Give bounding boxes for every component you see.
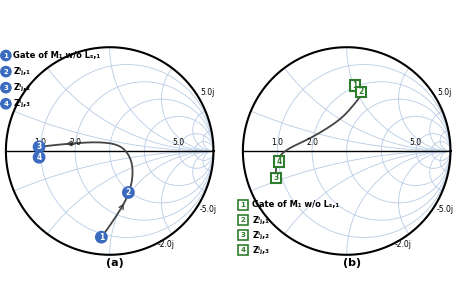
- Circle shape: [1, 99, 11, 109]
- FancyBboxPatch shape: [237, 245, 248, 255]
- Text: 2.0: 2.0: [306, 138, 318, 147]
- Text: 1: 1: [99, 233, 104, 242]
- Text: 1.0: 1.0: [272, 138, 283, 147]
- Text: -2.0j: -2.0j: [157, 240, 174, 249]
- Circle shape: [1, 50, 11, 61]
- Text: 5.0j: 5.0j: [200, 88, 214, 97]
- Text: (b): (b): [343, 258, 361, 268]
- Text: 2: 2: [3, 69, 8, 75]
- Text: 1.0: 1.0: [35, 138, 46, 147]
- FancyBboxPatch shape: [271, 173, 281, 183]
- Text: -5.0j: -5.0j: [437, 205, 454, 214]
- FancyBboxPatch shape: [237, 200, 248, 210]
- Circle shape: [33, 141, 45, 153]
- FancyBboxPatch shape: [356, 87, 366, 97]
- Text: Gate of M₁ w/o Lₛ,₁: Gate of M₁ w/o Lₛ,₁: [252, 201, 339, 210]
- Text: Zᴵⱼ,₂: Zᴵⱼ,₂: [13, 83, 30, 92]
- Text: 3: 3: [240, 232, 246, 238]
- Text: 5.0: 5.0: [410, 138, 422, 147]
- Text: 1: 1: [352, 81, 357, 90]
- Text: 3: 3: [3, 85, 9, 91]
- Text: Zᴵⱼ,₁: Zᴵⱼ,₁: [252, 216, 269, 224]
- Circle shape: [123, 187, 134, 198]
- Text: Zᴵⱼ,₃: Zᴵⱼ,₃: [13, 99, 30, 108]
- Text: 4: 4: [277, 157, 282, 166]
- Text: 4: 4: [3, 101, 9, 107]
- Text: Zᴵⱼ,₃: Zᴵⱼ,₃: [252, 246, 269, 255]
- FancyBboxPatch shape: [274, 156, 284, 167]
- Text: Zᴵⱼ,₂: Zᴵⱼ,₂: [252, 230, 269, 239]
- Text: 2.0: 2.0: [69, 138, 81, 147]
- Text: 4: 4: [36, 153, 42, 162]
- Text: 2: 2: [359, 87, 364, 96]
- FancyBboxPatch shape: [237, 215, 248, 225]
- Text: -2.0j: -2.0j: [394, 240, 411, 249]
- Text: 4: 4: [240, 247, 246, 253]
- Text: (a): (a): [106, 258, 124, 268]
- Text: 3: 3: [36, 142, 42, 151]
- FancyBboxPatch shape: [237, 230, 248, 240]
- Text: 1: 1: [3, 53, 9, 59]
- Text: 1: 1: [240, 202, 246, 208]
- Text: Gate of M₁ w/o Lₛ,₁: Gate of M₁ w/o Lₛ,₁: [13, 51, 100, 60]
- Text: -5.0j: -5.0j: [200, 205, 217, 214]
- FancyBboxPatch shape: [350, 80, 360, 91]
- Circle shape: [1, 82, 11, 93]
- Circle shape: [1, 66, 11, 77]
- Text: 3: 3: [273, 173, 279, 182]
- Text: Zᴵⱼ,₁: Zᴵⱼ,₁: [13, 67, 30, 76]
- Text: 5.0: 5.0: [173, 138, 185, 147]
- Circle shape: [33, 152, 45, 163]
- Text: 2: 2: [126, 188, 131, 197]
- Text: 2: 2: [240, 217, 245, 223]
- Text: 5.0j: 5.0j: [437, 88, 451, 97]
- Circle shape: [96, 231, 107, 243]
